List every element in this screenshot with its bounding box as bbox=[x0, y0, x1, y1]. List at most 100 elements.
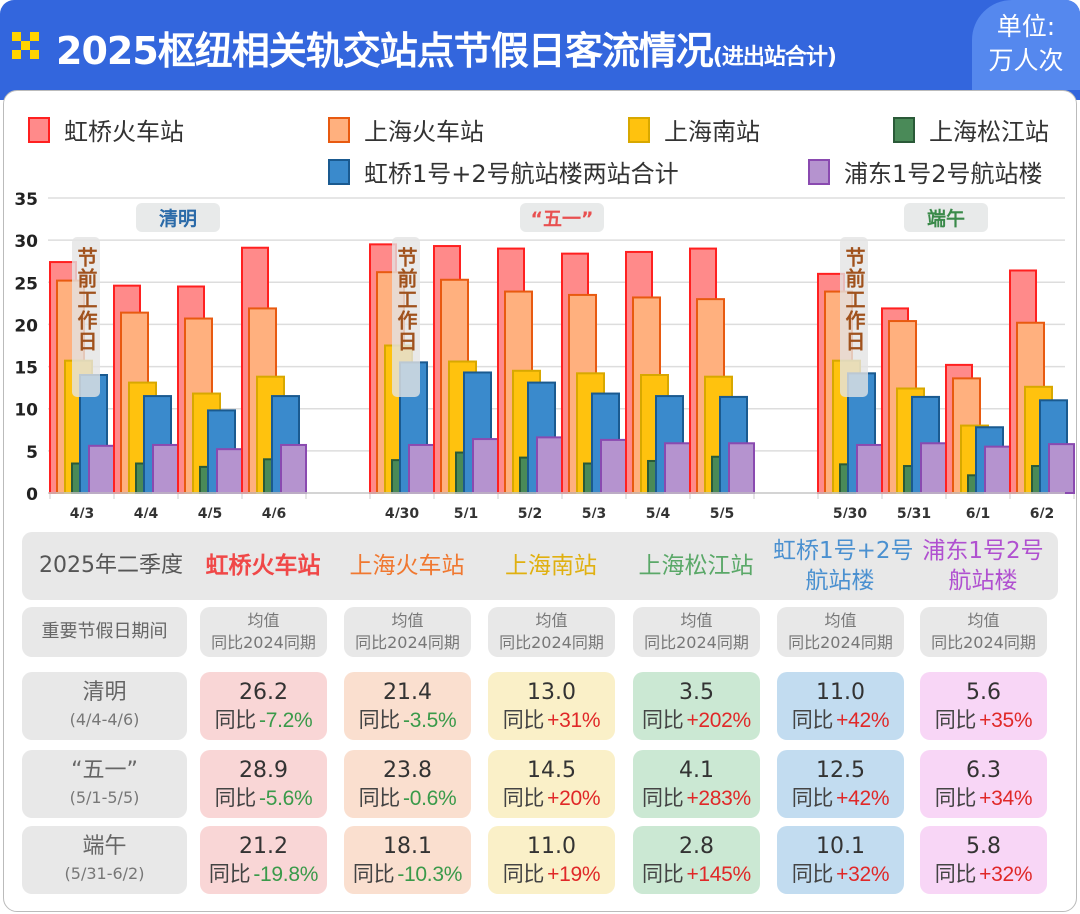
x-tick-label: 4/3 bbox=[70, 506, 95, 518]
yoy-label: 同比 bbox=[502, 709, 545, 732]
sub-header-line2: 同比2024同期 bbox=[499, 633, 604, 652]
table-cell: 12.5 同比 +42% bbox=[777, 750, 904, 818]
holiday-range: (5/1-5/5) bbox=[69, 788, 140, 807]
y-tick-label: 15 bbox=[14, 359, 38, 379]
yoy-value: +283% bbox=[686, 787, 751, 810]
legend-label: 虹桥1号+2号航站楼两站合计 bbox=[364, 160, 679, 188]
bar-5 bbox=[88, 444, 115, 494]
average-value: 5.6 bbox=[966, 680, 1001, 705]
table-cell: 11.0 同比 +19% bbox=[488, 826, 615, 894]
sub-header: 均值 同比2024同期 bbox=[633, 607, 760, 657]
yoy-label: 同比 bbox=[214, 787, 257, 810]
bar-5 bbox=[920, 442, 947, 494]
sub-header: 均值 同比2024同期 bbox=[488, 607, 615, 657]
title-note: (进出站合计) bbox=[712, 45, 837, 70]
unit-label: 单位: 万人次 bbox=[972, 0, 1080, 90]
holiday-name: 端午 bbox=[82, 834, 127, 859]
y-tick-label: 10 bbox=[14, 401, 38, 421]
logo-icon bbox=[12, 32, 39, 59]
column-header: 虹桥1号+2号 航站楼 bbox=[773, 532, 914, 600]
yoy-label: 同比 bbox=[358, 709, 401, 732]
sub-header-line2: 同比2024同期 bbox=[211, 633, 316, 652]
sub-header: 均值 同比2024同期 bbox=[920, 607, 1047, 657]
yoy-label: 同比 bbox=[502, 787, 545, 810]
y-tick-label: 25 bbox=[14, 274, 38, 294]
sub-header: 均值 同比2024同期 bbox=[200, 607, 327, 657]
holiday-label: 端午 bbox=[927, 207, 965, 230]
holiday-label-bg bbox=[136, 203, 220, 232]
sub-header-line2: 同比2024同期 bbox=[355, 633, 460, 652]
bar-5 bbox=[728, 442, 755, 494]
bar-chart: 0 5 10 15 20 25 30 35 4/3 4/4 4/5 4/6 4/30 5/1 5/2 5/3 5… bbox=[14, 190, 1075, 518]
column-header: 浦东1号2号 航站楼 bbox=[916, 532, 1050, 600]
yoy-value: +35% bbox=[979, 709, 1033, 732]
average-value: 26.2 bbox=[239, 680, 288, 705]
yoy-value: +34% bbox=[979, 787, 1033, 810]
column-title-line1: 上海松江站 bbox=[638, 553, 754, 579]
column-title: 上海火车站 bbox=[340, 532, 474, 600]
table-cell: 11.0 同比 +42% bbox=[777, 672, 904, 740]
x-tick-label: 5/30 bbox=[833, 506, 868, 518]
legend-swatch bbox=[328, 116, 350, 143]
holiday-name: “五一” bbox=[71, 758, 138, 783]
legend-label: 上海南站 bbox=[664, 118, 760, 146]
table-cell: 5.6 同比 +35% bbox=[920, 672, 1047, 740]
yoy-label: 同比 bbox=[214, 709, 257, 732]
average-value: 23.8 bbox=[383, 758, 432, 783]
holiday-label-bg bbox=[904, 203, 988, 232]
y-tick-label: 30 bbox=[14, 232, 38, 252]
y-tick-label: 35 bbox=[14, 190, 38, 210]
column-title: 上海南站 bbox=[484, 532, 618, 600]
legend-label: 上海火车站 bbox=[364, 118, 484, 146]
average-value: 21.2 bbox=[239, 834, 288, 859]
table-cell: 14.5 同比 +20% bbox=[488, 750, 615, 818]
holiday-label: 清明 bbox=[159, 207, 197, 230]
unit-line2: 万人次 bbox=[988, 46, 1064, 75]
table-cell: 28.9 同比 -5.6% bbox=[200, 750, 327, 818]
column-title-line2: 航站楼 bbox=[948, 568, 1018, 594]
table-cell: 10.1 同比 +32% bbox=[777, 826, 904, 894]
column-header: 虹桥火车站 bbox=[196, 532, 330, 600]
bar-5 bbox=[600, 438, 627, 494]
average-value: 3.5 bbox=[679, 680, 714, 705]
sub-header-line1: 均值 bbox=[680, 611, 713, 630]
yoy-label: 同比 bbox=[642, 863, 684, 886]
yoy-value: +32% bbox=[979, 863, 1033, 886]
row-label: 端午 (5/31-6/2) bbox=[22, 826, 187, 894]
average-value: 4.1 bbox=[679, 758, 714, 783]
legend-item: 上海松江站 bbox=[893, 112, 1049, 147]
yoy-label: 同比 bbox=[934, 709, 977, 732]
sub-header-line1: 均值 bbox=[824, 611, 857, 630]
average-value: 10.1 bbox=[816, 834, 865, 859]
yoy-value: +31% bbox=[547, 709, 601, 732]
bar-5 bbox=[984, 445, 1011, 494]
column-header: 上海南站 bbox=[484, 532, 618, 600]
sub-header-line1: 均值 bbox=[967, 611, 1000, 630]
bar-5 bbox=[472, 438, 499, 494]
average-value: 6.3 bbox=[966, 758, 1001, 783]
bar-3 bbox=[903, 465, 913, 494]
yoy-value: -19.8% bbox=[253, 863, 319, 886]
x-tick-label: 6/2 bbox=[1030, 506, 1055, 518]
legend-item: 上海南站 bbox=[628, 112, 760, 147]
column-title: 虹桥火车站 bbox=[196, 532, 330, 600]
table-cell: 5.8 同比 +32% bbox=[920, 826, 1047, 894]
table-cell: 26.2 同比 -7.2% bbox=[200, 672, 327, 740]
legend-label: 虹桥火车站 bbox=[64, 118, 184, 146]
yoy-value: +145% bbox=[686, 863, 751, 886]
sub-header: 均值 同比2024同期 bbox=[344, 607, 471, 657]
yoy-label: 同比 bbox=[791, 709, 834, 732]
average-value: 21.4 bbox=[383, 680, 432, 705]
holiday-label-bg bbox=[520, 203, 604, 232]
table-cell: 21.2 同比 -19.8% bbox=[200, 826, 327, 894]
column-title-line1: 浦东1号2号 bbox=[922, 538, 1044, 564]
x-tick-label: 4/4 bbox=[134, 506, 159, 518]
x-tick-label: 4/6 bbox=[262, 506, 287, 518]
bar-5 bbox=[280, 443, 307, 495]
table-cell: 4.1 同比 +283% bbox=[633, 750, 760, 818]
average-value: 12.5 bbox=[816, 758, 865, 783]
x-tick-label: 5/3 bbox=[582, 506, 607, 518]
x-tick-label: 5/1 bbox=[454, 506, 479, 518]
yoy-value: +42% bbox=[836, 709, 890, 732]
average-value: 2.8 bbox=[679, 834, 714, 859]
